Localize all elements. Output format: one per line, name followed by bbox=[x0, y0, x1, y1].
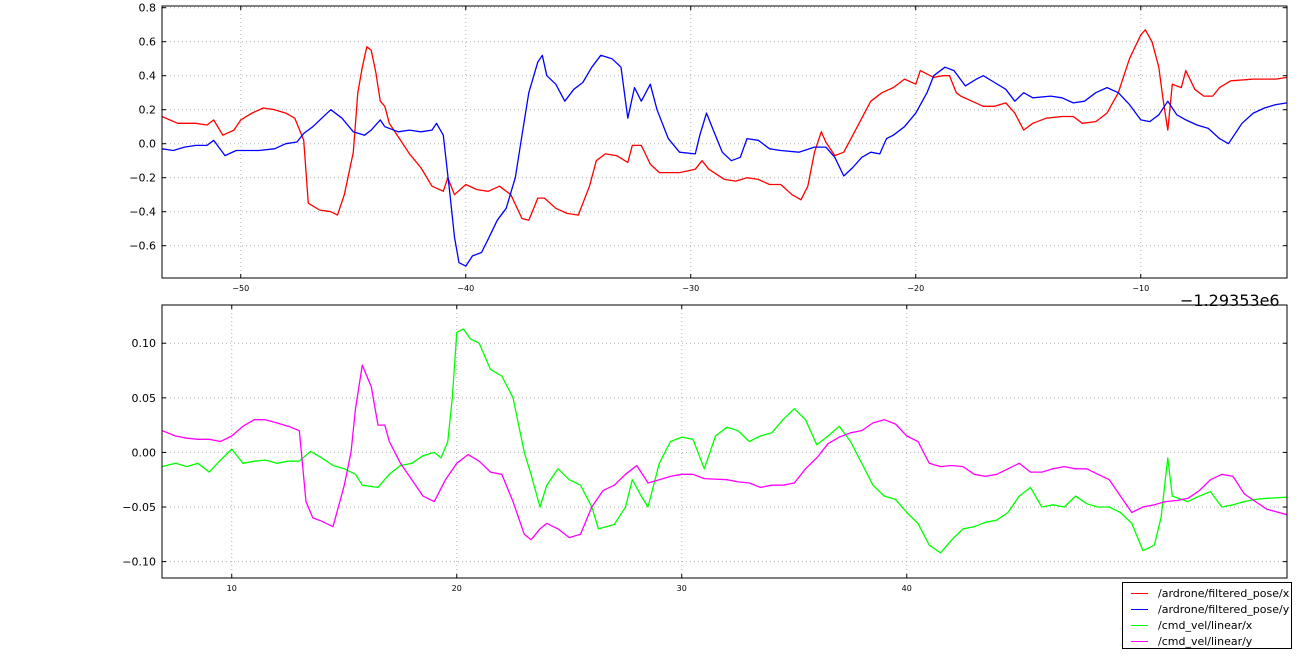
x-tick-label: 40 bbox=[902, 584, 912, 593]
legend: /ardrone/filtered_pose/x /ardrone/filter… bbox=[1122, 582, 1292, 649]
x-tick-label: 30 bbox=[677, 584, 687, 593]
series-line-1 bbox=[162, 364, 1287, 541]
x-offset-label: −1.29353e6 bbox=[1180, 291, 1280, 310]
legend-entry-cmd-x: /cmd_vel/linear/x bbox=[1123, 617, 1252, 633]
legend-swatch-cmd-y bbox=[1131, 640, 1148, 642]
plot-frame bbox=[161, 5, 1288, 279]
y-tick-label: 0.6 bbox=[139, 36, 157, 49]
top-chart: −50 −40 −30 −20 −10 −0.6 −0.4 −0.2 0.0 0.2 0.4 0.6 0… bbox=[129, 2, 1288, 293]
plot-frame bbox=[161, 304, 1288, 579]
y-tick-label: 0.2 bbox=[139, 104, 157, 117]
legend-swatch-pose-y bbox=[1131, 608, 1148, 610]
x-tick-label: −50 bbox=[232, 284, 249, 293]
series-line-1 bbox=[162, 54, 1287, 267]
y-tick-label: 0.05 bbox=[132, 392, 157, 405]
grid-lines bbox=[162, 6, 1287, 278]
x-tick-label: −40 bbox=[457, 284, 474, 293]
legend-label-pose-x: /ardrone/filtered_pose/x bbox=[1158, 586, 1290, 600]
y-tick-label: 0.00 bbox=[132, 446, 157, 459]
x-tick-label: 20 bbox=[452, 584, 462, 593]
x-tick-label: −10 bbox=[1132, 284, 1149, 293]
legend-entry-cmd-y: /cmd_vel/linear/y bbox=[1123, 633, 1252, 649]
legend-entry-pose-y: /ardrone/filtered_pose/y bbox=[1123, 601, 1289, 617]
y-tick-label: −0.4 bbox=[129, 206, 156, 219]
series-line-0 bbox=[162, 328, 1287, 554]
y-tick-label: 0.0 bbox=[139, 138, 157, 151]
legend-label-cmd-x: /cmd_vel/linear/x bbox=[1158, 618, 1253, 632]
y-tick-label: 0.10 bbox=[132, 337, 157, 350]
legend-label-pose-y: /ardrone/filtered_pose/y bbox=[1158, 602, 1290, 616]
x-tick-label: −20 bbox=[907, 284, 924, 293]
legend-swatch-cmd-x bbox=[1131, 624, 1148, 626]
x-tick-label: −30 bbox=[682, 284, 699, 293]
y-tick-label: −0.05 bbox=[122, 501, 156, 514]
y-tick-label: −0.6 bbox=[129, 240, 156, 253]
y-tick-label: 0.8 bbox=[139, 2, 157, 15]
legend-label-cmd-y: /cmd_vel/linear/y bbox=[1158, 634, 1253, 648]
y-tick-label: −0.2 bbox=[129, 172, 156, 185]
y-tick-label: 0.4 bbox=[139, 70, 157, 83]
y-tick-label: −0.10 bbox=[122, 556, 156, 569]
legend-entry-pose-x: /ardrone/filtered_pose/x bbox=[1123, 585, 1289, 601]
bottom-chart: 10 20 30 40 −0.10 −0.05 0.00 0.05 0.10 bbox=[122, 304, 1288, 593]
legend-swatch-pose-x bbox=[1131, 592, 1148, 594]
grid-lines bbox=[162, 305, 1287, 578]
series-line-0 bbox=[162, 29, 1287, 221]
x-tick-label: 10 bbox=[227, 584, 237, 593]
